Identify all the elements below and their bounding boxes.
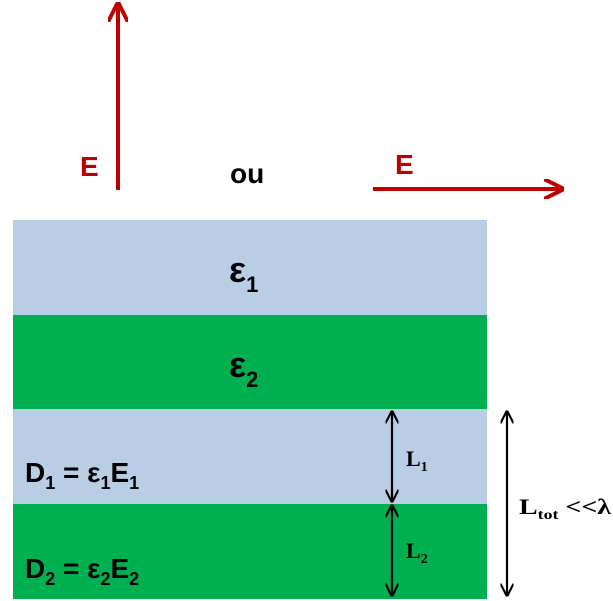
- layer-eps1: [13, 220, 487, 315]
- equation-d2: D2 = ε2E2: [25, 553, 139, 589]
- eps1-label: ε1: [229, 249, 258, 297]
- layer-d2: [13, 504, 487, 599]
- l2-label: L2: [406, 538, 428, 567]
- layer-d1: [13, 409, 487, 504]
- l1-label: L1: [406, 446, 428, 475]
- eps2-label: ε2: [229, 344, 258, 392]
- field-label-vertical: E: [80, 151, 99, 182]
- or-word: ou: [230, 158, 264, 189]
- layer-eps2: [13, 315, 487, 409]
- equation-d1: D1 = ε1E1: [25, 457, 139, 493]
- field-label-horizontal: E: [395, 149, 414, 180]
